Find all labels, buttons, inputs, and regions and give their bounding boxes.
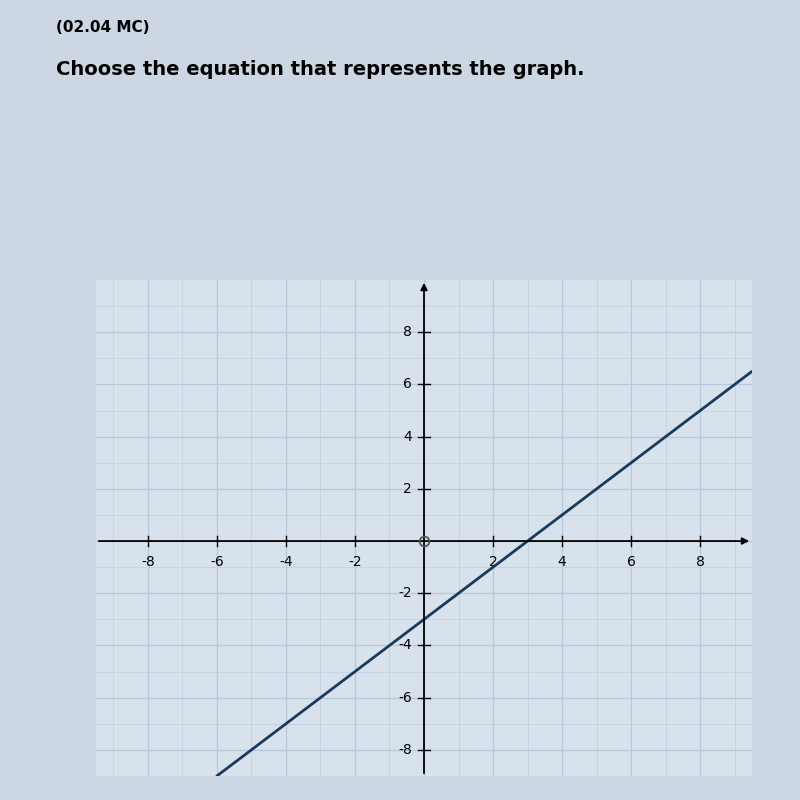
Text: -4: -4 bbox=[398, 638, 412, 653]
Text: 4: 4 bbox=[403, 430, 412, 444]
Text: Choose the equation that represents the graph.: Choose the equation that represents the … bbox=[56, 60, 585, 79]
Text: -6: -6 bbox=[210, 555, 224, 570]
Text: 2: 2 bbox=[403, 482, 412, 496]
Text: -4: -4 bbox=[279, 555, 293, 570]
Text: -8: -8 bbox=[141, 555, 154, 570]
Text: 6: 6 bbox=[626, 555, 635, 570]
Text: 4: 4 bbox=[558, 555, 566, 570]
Text: -8: -8 bbox=[398, 743, 412, 757]
Text: -2: -2 bbox=[398, 586, 412, 600]
Text: 2: 2 bbox=[489, 555, 498, 570]
Text: 8: 8 bbox=[696, 555, 705, 570]
Text: -2: -2 bbox=[348, 555, 362, 570]
Text: 8: 8 bbox=[403, 326, 412, 339]
Text: 6: 6 bbox=[403, 378, 412, 391]
Text: (02.04 MC): (02.04 MC) bbox=[56, 20, 150, 35]
Text: -6: -6 bbox=[398, 690, 412, 705]
